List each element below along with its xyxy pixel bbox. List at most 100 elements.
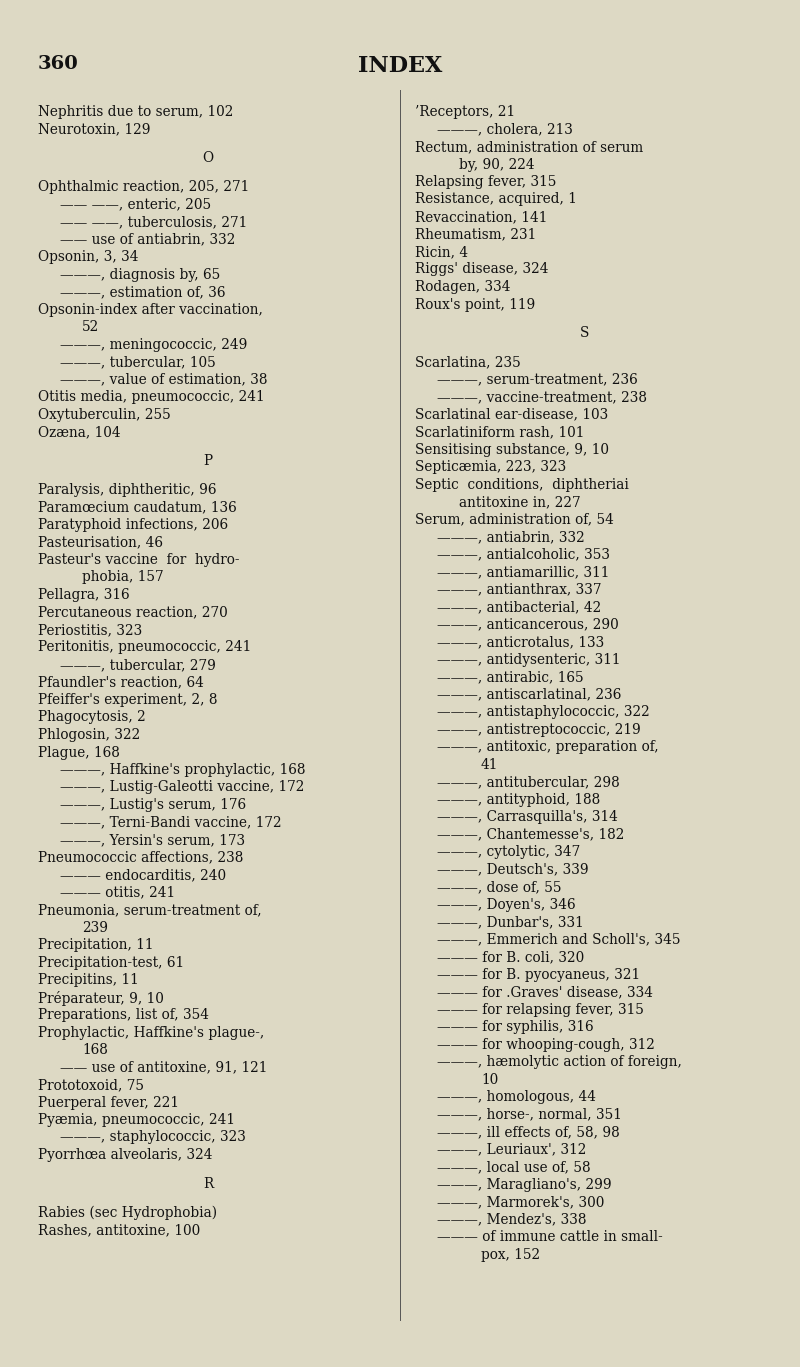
Text: Scarlatina, 235: Scarlatina, 235: [415, 355, 521, 369]
Text: ———, value of estimation, 38: ———, value of estimation, 38: [60, 373, 267, 387]
Text: ———, vaccine-treatment, 238: ———, vaccine-treatment, 238: [437, 390, 647, 405]
Text: Roux's point, 119: Roux's point, 119: [415, 298, 535, 312]
Text: ———, Haffkine's prophylactic, 168: ———, Haffkine's prophylactic, 168: [60, 763, 306, 776]
Text: Revaccination, 141: Revaccination, 141: [415, 211, 547, 224]
Text: Pellagra, 316: Pellagra, 316: [38, 588, 130, 601]
Text: Pasteurisation, 46: Pasteurisation, 46: [38, 536, 163, 550]
Text: Preparations, list of, 354: Preparations, list of, 354: [38, 1007, 209, 1023]
Text: ———, Marmorek's, 300: ———, Marmorek's, 300: [437, 1195, 604, 1210]
Text: Septic  conditions,  diphtheriai: Septic conditions, diphtheriai: [415, 477, 629, 492]
Text: Pyorrhœa alveolaris, 324: Pyorrhœa alveolaris, 324: [38, 1148, 213, 1162]
Text: ———, Lustig-Galeotti vaccine, 172: ———, Lustig-Galeotti vaccine, 172: [60, 781, 304, 794]
Text: ———, ill effects of, 58, 98: ———, ill effects of, 58, 98: [437, 1125, 620, 1139]
Text: Precipitins, 11: Precipitins, 11: [38, 973, 138, 987]
Text: ———, Lustig's serum, 176: ———, Lustig's serum, 176: [60, 798, 246, 812]
Text: ———, antitubercular, 298: ———, antitubercular, 298: [437, 775, 620, 789]
Text: 360: 360: [38, 55, 78, 72]
Text: ———, tubercular, 105: ———, tubercular, 105: [60, 355, 216, 369]
Text: Pneumonia, serum-treatment of,: Pneumonia, serum-treatment of,: [38, 904, 262, 917]
Text: ———, Yersin's serum, 173: ———, Yersin's serum, 173: [60, 833, 245, 848]
Text: ———, Terni-Bandi vaccine, 172: ———, Terni-Bandi vaccine, 172: [60, 816, 282, 830]
Text: Opsonin-index after vaccination,: Opsonin-index after vaccination,: [38, 302, 263, 317]
Text: ——— for B. coli, 320: ——— for B. coli, 320: [437, 950, 584, 964]
Text: Pfeiffer's experiment, 2, 8: Pfeiffer's experiment, 2, 8: [38, 693, 218, 707]
Text: ———, local use of, 58: ———, local use of, 58: [437, 1161, 590, 1174]
Text: ———, tubercular, 279: ———, tubercular, 279: [60, 658, 216, 673]
Text: ———, Carrasquilla's, 314: ———, Carrasquilla's, 314: [437, 811, 618, 824]
Text: ———, anticrotalus, 133: ———, anticrotalus, 133: [437, 636, 604, 649]
Text: 168: 168: [82, 1043, 108, 1057]
Text: Septicæmia, 223, 323: Septicæmia, 223, 323: [415, 461, 566, 474]
Text: Riggs' disease, 324: Riggs' disease, 324: [415, 262, 549, 276]
Text: Scarlatinal ear-disease, 103: Scarlatinal ear-disease, 103: [415, 407, 608, 422]
Text: Rabies (sec Hydrophobia): Rabies (sec Hydrophobia): [38, 1206, 217, 1221]
Text: ———, cytolytic, 347: ———, cytolytic, 347: [437, 845, 580, 860]
Text: ———, Dunbar's, 331: ———, Dunbar's, 331: [437, 916, 584, 930]
Text: Rheumatism, 231: Rheumatism, 231: [415, 227, 536, 242]
Text: Precipitation-test, 61: Precipitation-test, 61: [38, 956, 184, 969]
Text: ——— for B. pyocyaneus, 321: ——— for B. pyocyaneus, 321: [437, 968, 640, 982]
Text: ———, horse-, normal, 351: ———, horse-, normal, 351: [437, 1107, 622, 1122]
Text: ——— for syphilis, 316: ——— for syphilis, 316: [437, 1020, 594, 1035]
Text: ——— for relapsing fever, 315: ——— for relapsing fever, 315: [437, 1003, 644, 1017]
Text: ———, antiscarlatinal, 236: ———, antiscarlatinal, 236: [437, 688, 622, 701]
Text: ———, antiabrin, 332: ———, antiabrin, 332: [437, 530, 585, 544]
Text: 239: 239: [82, 920, 108, 935]
Text: ———, Emmerich and Scholl's, 345: ———, Emmerich and Scholl's, 345: [437, 932, 681, 947]
Text: —— ——, enteric, 205: —— ——, enteric, 205: [60, 198, 211, 212]
Text: pox, 152: pox, 152: [481, 1248, 540, 1262]
Text: Nephritis due to serum, 102: Nephritis due to serum, 102: [38, 105, 234, 119]
Text: Resistance, acquired, 1: Resistance, acquired, 1: [415, 193, 577, 206]
Text: Peritonitis, pneumococcic, 241: Peritonitis, pneumococcic, 241: [38, 641, 251, 655]
Text: ———, anticancerous, 290: ———, anticancerous, 290: [437, 618, 618, 632]
Text: Ophthalmic reaction, 205, 271: Ophthalmic reaction, 205, 271: [38, 180, 250, 194]
Text: ——— otitis, 241: ——— otitis, 241: [60, 886, 175, 899]
Text: P: P: [203, 454, 213, 468]
Text: Phagocytosis, 2: Phagocytosis, 2: [38, 711, 146, 725]
Text: Neurotoxin, 129: Neurotoxin, 129: [38, 123, 150, 137]
Text: ——— for whooping-cough, 312: ——— for whooping-cough, 312: [437, 1038, 655, 1051]
Text: INDEX: INDEX: [358, 55, 442, 77]
Text: ———, Chantemesse's, 182: ———, Chantemesse's, 182: [437, 828, 624, 842]
Text: Pasteur's vaccine  for  hydro-: Pasteur's vaccine for hydro-: [38, 554, 239, 567]
Text: 41: 41: [481, 757, 498, 772]
Text: —— ——, tuberculosis, 271: —— ——, tuberculosis, 271: [60, 215, 247, 230]
Text: Serum, administration of, 54: Serum, administration of, 54: [415, 513, 614, 526]
Text: by, 90, 224: by, 90, 224: [459, 157, 534, 171]
Text: Percutaneous reaction, 270: Percutaneous reaction, 270: [38, 606, 228, 619]
Text: Ozæna, 104: Ozæna, 104: [38, 425, 121, 439]
Text: ———, staphylococcic, 323: ———, staphylococcic, 323: [60, 1131, 246, 1144]
Text: Rashes, antitoxine, 100: Rashes, antitoxine, 100: [38, 1223, 200, 1237]
Text: Paratyphoid infections, 206: Paratyphoid infections, 206: [38, 518, 228, 532]
Text: Paralysis, diphtheritic, 96: Paralysis, diphtheritic, 96: [38, 483, 217, 498]
Text: ——— endocarditis, 240: ——— endocarditis, 240: [60, 868, 226, 882]
Text: O: O: [202, 152, 214, 165]
Text: ———, hæmolytic action of foreign,: ———, hæmolytic action of foreign,: [437, 1055, 682, 1069]
Text: ———, antirabic, 165: ———, antirabic, 165: [437, 670, 584, 685]
Text: ——— of immune cattle in small-: ——— of immune cattle in small-: [437, 1230, 662, 1244]
Text: ———, Leuriaux', 312: ———, Leuriaux', 312: [437, 1143, 586, 1156]
Text: Periostitis, 323: Periostitis, 323: [38, 623, 142, 637]
Text: ’Receptors, 21: ’Receptors, 21: [415, 105, 515, 119]
Text: ———, antistaphylococcic, 322: ———, antistaphylococcic, 322: [437, 705, 650, 719]
Text: ———, meningococcic, 249: ———, meningococcic, 249: [60, 338, 247, 351]
Text: Relapsing fever, 315: Relapsing fever, 315: [415, 175, 556, 189]
Text: ———, antityphoid, 188: ———, antityphoid, 188: [437, 793, 600, 807]
Text: ———, homologous, 44: ———, homologous, 44: [437, 1091, 596, 1105]
Text: ———, antianthrax, 337: ———, antianthrax, 337: [437, 582, 602, 597]
Text: R: R: [203, 1177, 213, 1191]
Text: ———, antistreptococcic, 219: ———, antistreptococcic, 219: [437, 723, 641, 737]
Text: ———, Mendez's, 338: ———, Mendez's, 338: [437, 1213, 586, 1226]
Text: 10: 10: [481, 1073, 498, 1087]
Text: ———, Maragliano's, 299: ———, Maragliano's, 299: [437, 1178, 612, 1192]
Text: ———, Deutsch's, 339: ———, Deutsch's, 339: [437, 863, 589, 876]
Text: ———, antibacterial, 42: ———, antibacterial, 42: [437, 600, 602, 614]
Text: ———, antialcoholic, 353: ———, antialcoholic, 353: [437, 548, 610, 562]
Text: Pyæmia, pneumococcic, 241: Pyæmia, pneumococcic, 241: [38, 1113, 235, 1126]
Text: Plague, 168: Plague, 168: [38, 745, 120, 760]
Text: Otitis media, pneumococcic, 241: Otitis media, pneumococcic, 241: [38, 390, 265, 405]
Text: Préparateur, 9, 10: Préparateur, 9, 10: [38, 991, 164, 1006]
Text: Paramœcium caudatum, 136: Paramœcium caudatum, 136: [38, 500, 237, 514]
Text: S: S: [580, 327, 590, 340]
Text: ———, antitoxic, preparation of,: ———, antitoxic, preparation of,: [437, 741, 658, 755]
